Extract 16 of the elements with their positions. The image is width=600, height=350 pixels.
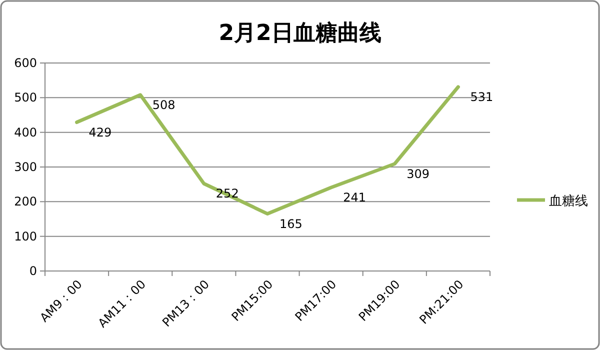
data-label: 508 [152,98,176,112]
y-tick-label: 200 [14,194,37,209]
legend-label: 血糖线 [549,194,588,209]
data-label: 309 [406,166,430,181]
data-label: 531 [470,90,494,104]
y-tick-label: 400 [14,125,37,140]
data-label: 165 [280,216,302,231]
y-tick-label: 500 [14,90,37,105]
data-label: 429 [88,125,112,140]
y-tick-label: 300 [14,160,37,174]
y-tick-label: 0 [29,264,37,278]
y-tick-label: 100 [14,229,37,244]
y-tick-label: 600 [14,56,37,70]
data-label: 241 [343,190,366,204]
chart-title: 2月2日血糖曲线 [218,21,382,46]
line-series [75,85,460,216]
